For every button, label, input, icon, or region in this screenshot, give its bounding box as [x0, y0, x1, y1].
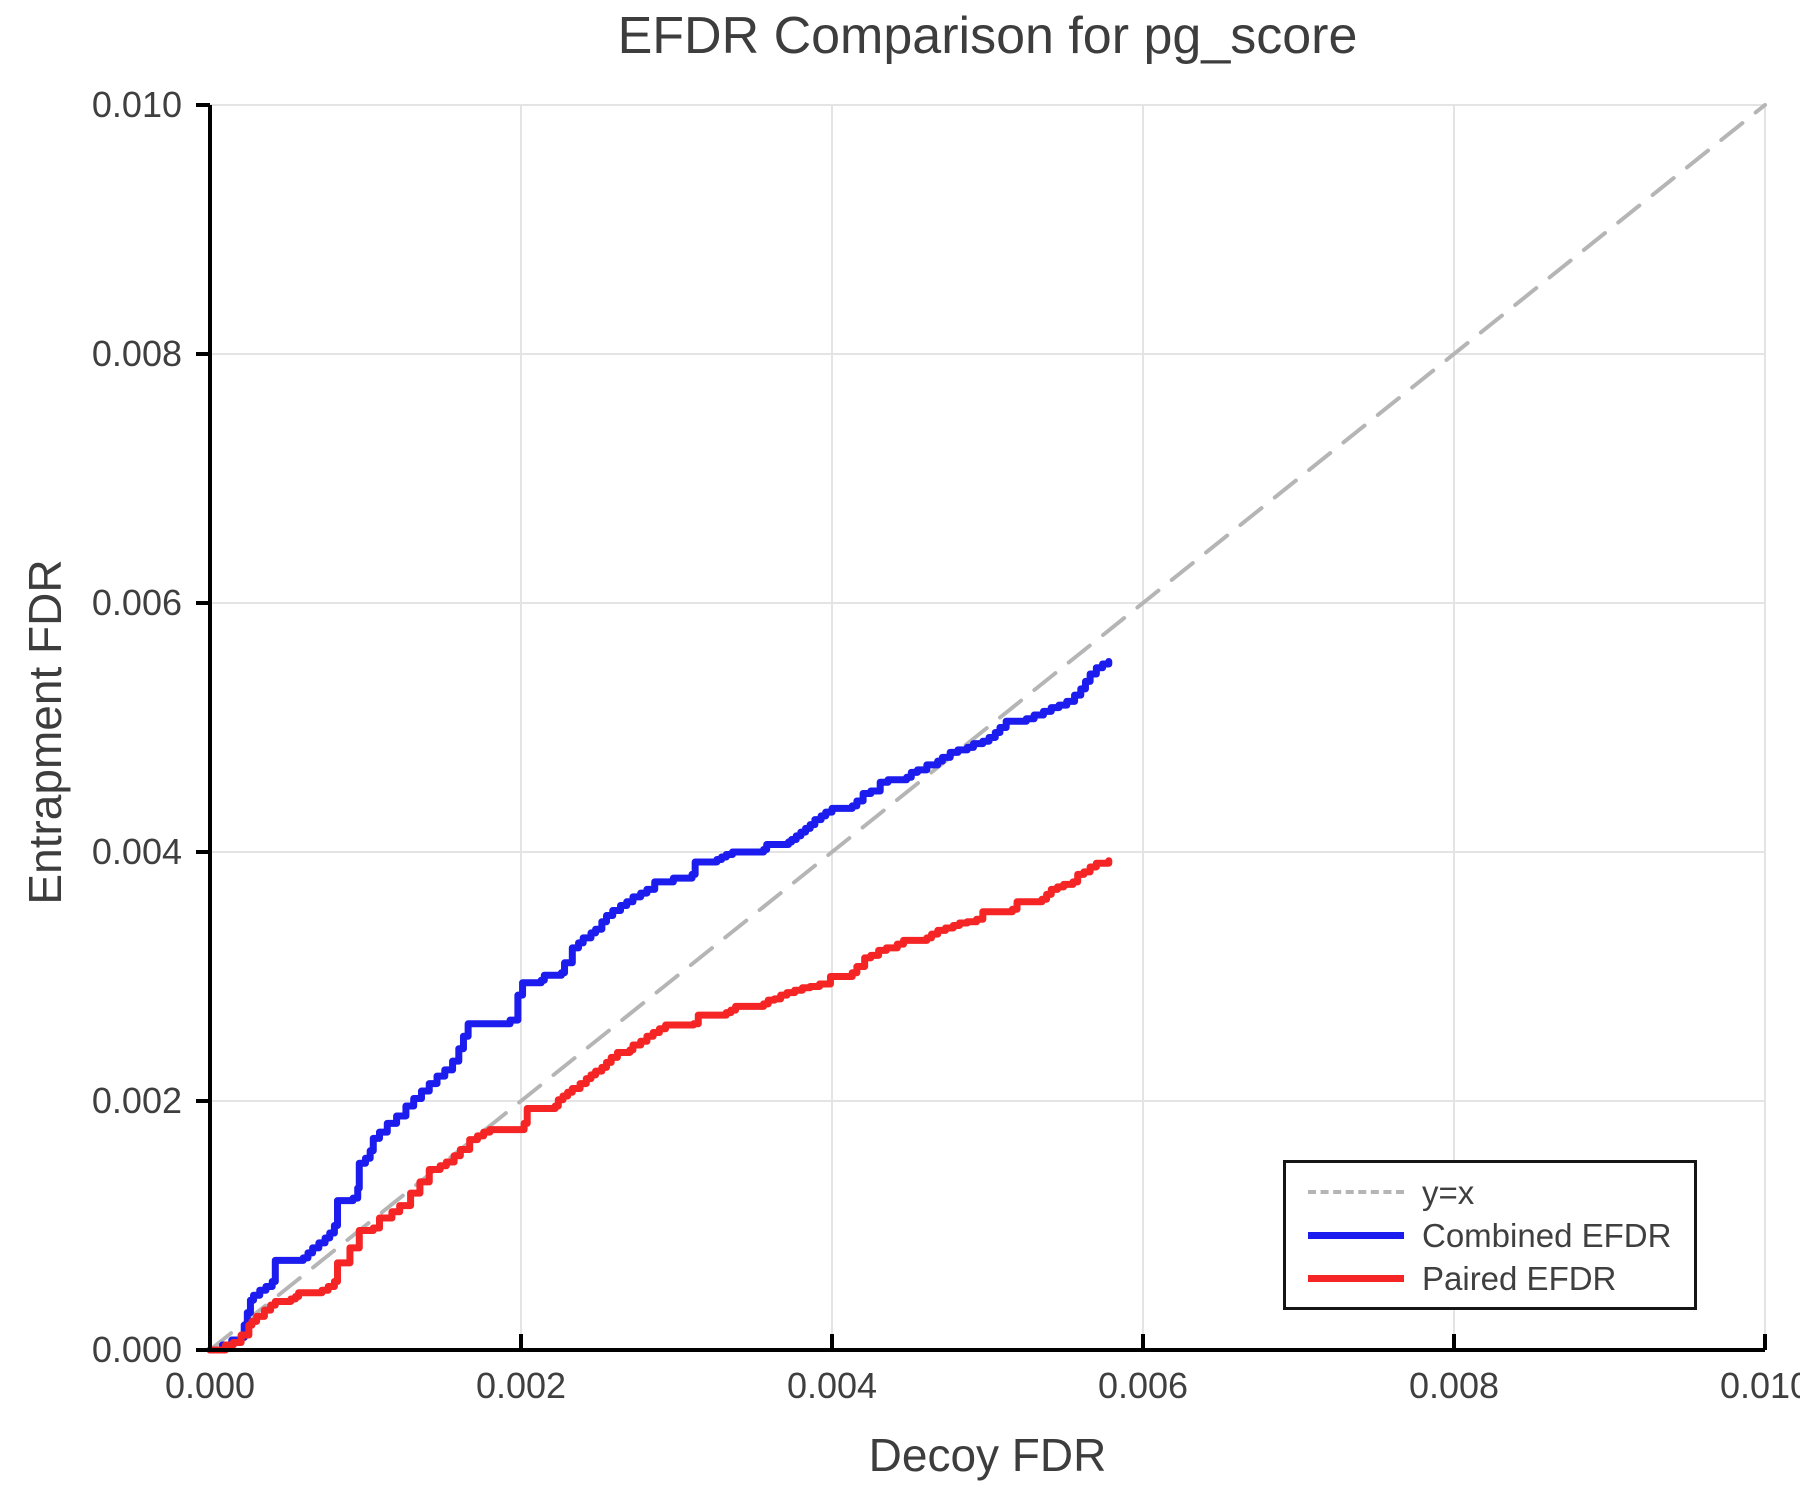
y-axis-label: Entrapment FDR	[19, 559, 71, 905]
x-tick-label: 0.002	[476, 1365, 566, 1406]
legend-line-swatch	[1308, 1274, 1404, 1282]
legend-label: y=x	[1422, 1173, 1475, 1211]
legend-line-swatch	[1308, 1231, 1404, 1239]
y-tick-label: 0.008	[92, 333, 182, 374]
x-tick-label: 0.008	[1409, 1365, 1499, 1406]
y-tick-label: 0.010	[92, 84, 182, 125]
chart-title: EFDR Comparison for pg_score	[617, 7, 1358, 65]
x-axis-label: Decoy FDR	[868, 1429, 1107, 1481]
series-combined-efdr	[206, 658, 1113, 1354]
legend-entry: Combined EFDR	[1308, 1218, 1694, 1252]
y-tick-label: 0.004	[92, 831, 182, 872]
y-tick-label: 0.002	[92, 1080, 182, 1121]
y-tick-label: 0.006	[92, 582, 182, 623]
legend: y=x Combined EFDR Paired EFDR	[1283, 1160, 1697, 1310]
x-tick-label: 0.010	[1720, 1365, 1800, 1406]
y-tick-label: 0.000	[92, 1329, 182, 1370]
legend-label: Combined EFDR	[1422, 1216, 1672, 1254]
x-tick-label: 0.000	[165, 1365, 255, 1406]
x-tick-label: 0.004	[787, 1365, 877, 1406]
legend-dashed-line-swatch	[1308, 1190, 1404, 1194]
legend-label: Paired EFDR	[1422, 1259, 1617, 1297]
legend-entry: Paired EFDR	[1308, 1261, 1694, 1295]
x-tick-label: 0.006	[1098, 1365, 1188, 1406]
legend-entry: y=x	[1308, 1175, 1694, 1209]
series-paired-efdr	[206, 857, 1113, 1354]
